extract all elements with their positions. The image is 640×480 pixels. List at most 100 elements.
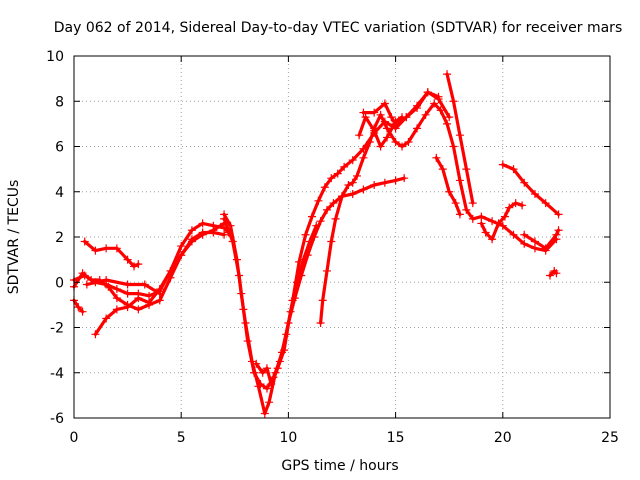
data-point — [370, 180, 379, 189]
data-point — [329, 199, 338, 208]
series-track-15 — [498, 160, 563, 219]
series-track-05 — [70, 296, 87, 316]
data-point — [383, 124, 392, 133]
data-point — [443, 70, 452, 79]
data-point — [123, 280, 132, 289]
data-point — [318, 296, 327, 305]
data-point — [256, 380, 265, 389]
y-tick-label: 0 — [55, 275, 64, 291]
data-point — [359, 185, 368, 194]
series-track-10 — [316, 99, 561, 327]
y-tick-label: 4 — [55, 185, 64, 201]
data-point — [380, 99, 389, 108]
data-point — [413, 124, 422, 133]
data-point — [421, 110, 430, 119]
data-point — [430, 99, 439, 108]
data-point — [331, 214, 340, 223]
data-point — [314, 196, 323, 205]
data-point — [376, 110, 385, 119]
data-point — [235, 271, 244, 280]
data-point — [102, 275, 111, 284]
data-point — [166, 266, 175, 275]
data-point — [488, 235, 497, 244]
data-point — [104, 282, 113, 291]
y-axis-title: SDTVAR / TECUs — [6, 180, 22, 295]
data-point — [477, 212, 486, 221]
data-point — [78, 269, 87, 278]
data-point — [443, 119, 452, 128]
data-point — [280, 346, 289, 355]
chart-title: Day 062 of 2014, Sidereal Day-to-day VTE… — [54, 20, 622, 36]
data-point — [80, 237, 89, 246]
data-point — [320, 183, 329, 192]
data-point — [552, 269, 561, 278]
series-track-17 — [520, 226, 563, 253]
data-point — [177, 242, 186, 251]
y-tick-label: 2 — [55, 230, 64, 246]
data-point — [123, 255, 132, 264]
data-point — [488, 217, 497, 226]
data-point — [353, 171, 362, 180]
data-point — [552, 230, 561, 239]
data-point — [449, 142, 458, 151]
data-point — [554, 210, 563, 219]
data-point — [380, 178, 389, 187]
data-point — [432, 153, 441, 162]
axis-ticks: 0 5 10 15 20 25 -6 -4 -2 0 2 4 6 8 10 — [46, 49, 619, 446]
data-point — [445, 187, 454, 196]
data-point — [541, 199, 550, 208]
data-point — [438, 165, 447, 174]
data-point — [498, 160, 507, 169]
data-point — [301, 230, 310, 239]
data-point — [260, 409, 269, 418]
data-point — [134, 260, 143, 269]
series-line — [72, 230, 226, 311]
data-point — [155, 289, 164, 298]
series-track-08 — [220, 88, 454, 393]
data-point — [413, 104, 422, 113]
series-track-06 — [82, 275, 164, 298]
data-point — [112, 294, 121, 303]
data-point — [520, 239, 529, 248]
data-point — [250, 368, 259, 377]
data-series — [70, 70, 563, 418]
data-point — [327, 237, 336, 246]
data-point — [359, 153, 368, 162]
data-point — [391, 117, 400, 126]
data-point — [112, 305, 121, 314]
series-line — [93, 221, 226, 336]
series-line — [479, 201, 524, 241]
data-point — [252, 359, 261, 368]
data-point — [78, 307, 87, 316]
data-point — [198, 219, 207, 228]
data-point — [370, 126, 379, 135]
data-point — [82, 280, 91, 289]
data-point — [286, 307, 295, 316]
data-point — [292, 278, 301, 287]
data-point — [299, 255, 308, 264]
data-point — [391, 176, 400, 185]
data-point — [273, 364, 282, 373]
data-point — [509, 165, 518, 174]
y-tick-label: -4 — [50, 366, 64, 382]
data-point — [455, 176, 464, 185]
data-point — [316, 318, 325, 327]
data-point — [365, 137, 374, 146]
data-point — [500, 212, 509, 221]
series-track-18 — [545, 266, 561, 280]
y-tick-label: 8 — [55, 94, 64, 110]
data-point — [265, 398, 274, 407]
data-point — [267, 380, 276, 389]
data-point — [262, 364, 271, 373]
x-tick-label: 20 — [494, 430, 512, 446]
data-point — [541, 244, 550, 253]
data-point — [359, 108, 368, 117]
data-point — [530, 237, 539, 246]
data-point — [498, 221, 507, 230]
data-point — [348, 190, 357, 199]
series-line — [222, 90, 451, 391]
x-tick-label: 10 — [279, 430, 297, 446]
data-point — [209, 226, 218, 235]
data-point — [187, 237, 196, 246]
